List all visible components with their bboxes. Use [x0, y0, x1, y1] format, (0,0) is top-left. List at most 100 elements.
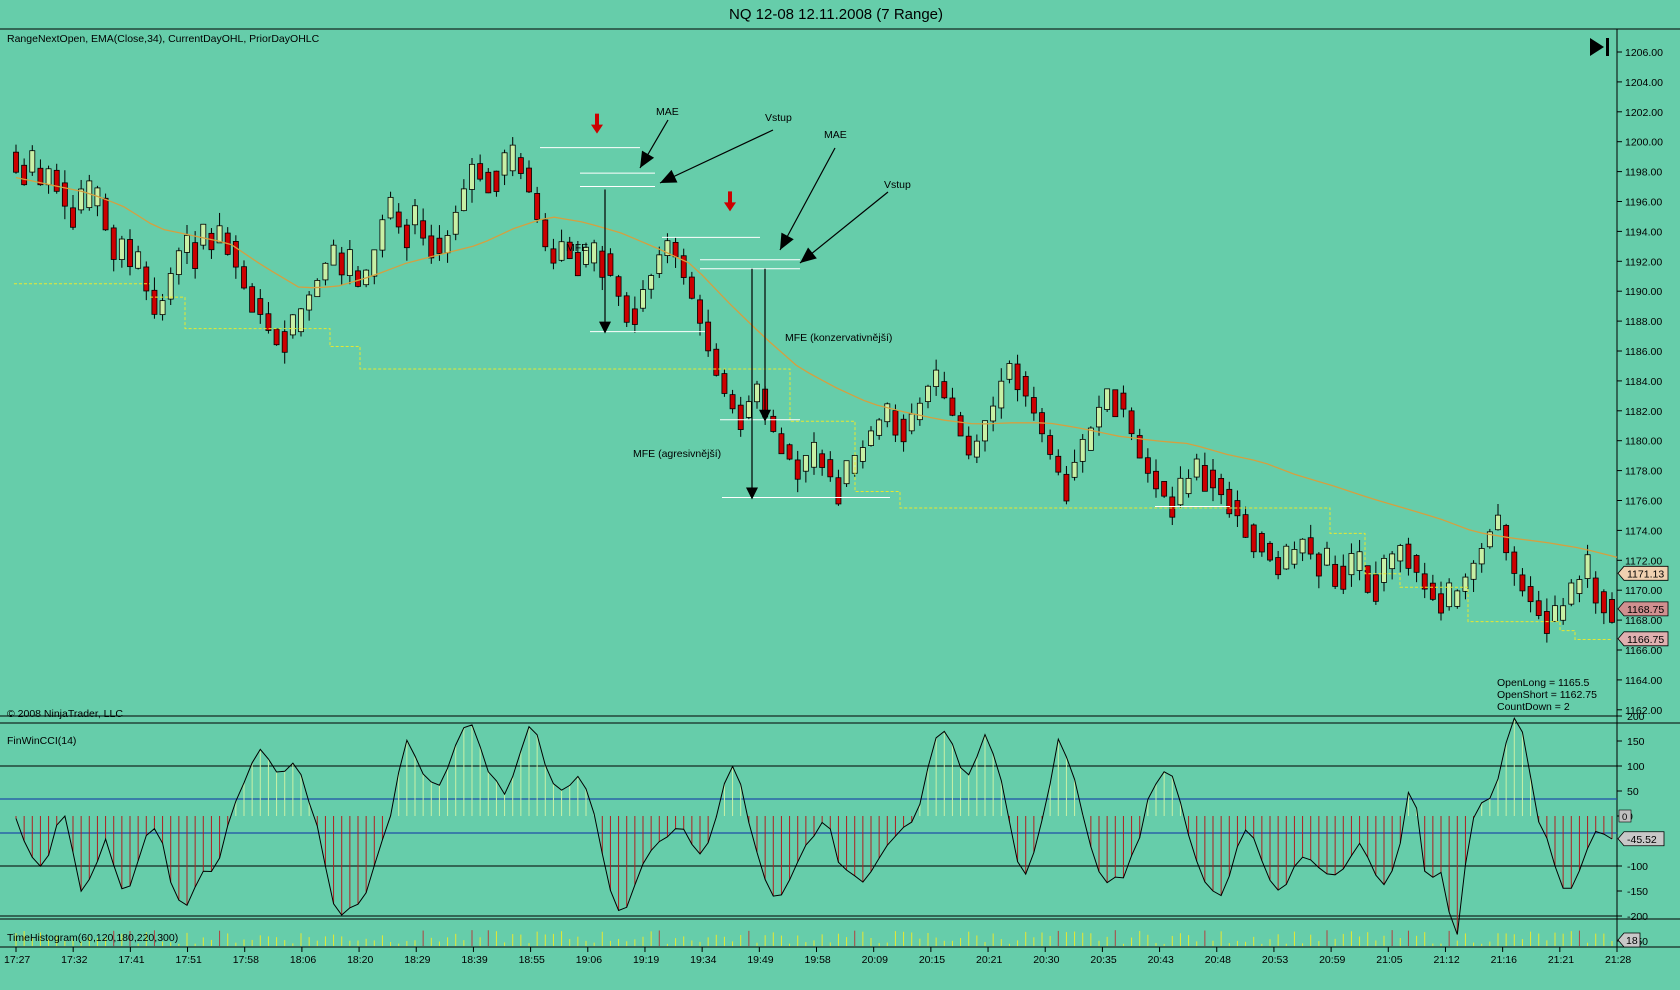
- candle-body: [631, 308, 638, 325]
- time-tick-label: 19:19: [633, 954, 659, 966]
- price-tick-label: 1192.00: [1625, 256, 1662, 268]
- candle-body: [118, 238, 125, 261]
- candle-body: [526, 167, 532, 193]
- price-tick-label: 1198.00: [1625, 167, 1662, 179]
- time-tick-label: 19:06: [576, 954, 602, 966]
- time-tick-label: 18:55: [519, 954, 545, 966]
- candle-body: [1315, 553, 1322, 577]
- candle-body: [151, 289, 158, 315]
- candle-body: [534, 193, 541, 220]
- candle-body: [1348, 553, 1355, 576]
- candle-body: [53, 169, 60, 192]
- candle-body: [957, 415, 964, 437]
- candle-body: [21, 164, 28, 186]
- cci-zero-marker: [1618, 809, 1632, 823]
- candle-body: [1478, 548, 1485, 565]
- candle-body: [1169, 496, 1176, 518]
- candle-body: [338, 252, 345, 276]
- candle-body: [1185, 477, 1192, 495]
- candle-body: [640, 289, 646, 309]
- candle-body: [306, 294, 313, 311]
- candle-body: [778, 433, 785, 455]
- price-tick-label: 1206.00: [1625, 47, 1663, 59]
- annotation-label: MAE: [656, 106, 679, 118]
- cci-value-label: -45.52: [1627, 834, 1657, 846]
- candle-body: [208, 232, 215, 251]
- price-tick-label: 1204.00: [1625, 77, 1663, 89]
- time-tick-label: 19:34: [690, 954, 716, 966]
- price-tick-label: 1182.00: [1625, 406, 1662, 418]
- candle-body: [566, 241, 573, 260]
- candle-body: [1087, 427, 1094, 451]
- price-tick-label: 1200.00: [1625, 137, 1663, 149]
- price-tick-label: 1168.00: [1625, 615, 1662, 627]
- candle-body: [1307, 537, 1314, 555]
- candle-body: [1226, 488, 1233, 515]
- candle-body: [1592, 577, 1599, 604]
- candle-body: [355, 270, 361, 287]
- candle-body: [1413, 555, 1420, 573]
- candle-body: [1079, 438, 1086, 462]
- candle-body: [200, 223, 207, 246]
- candle-body: [1438, 593, 1444, 614]
- time-tick-label: 20:48: [1205, 954, 1231, 966]
- candle-body: [998, 380, 1005, 409]
- candle-body: [542, 219, 549, 248]
- time-tick-label: 20:53: [1262, 954, 1288, 966]
- mfe-arrow-head: [599, 321, 611, 334]
- candle-body: [1242, 514, 1249, 538]
- candle-body: [1389, 553, 1396, 570]
- price-tick-label: 1178.00: [1625, 466, 1662, 478]
- candle-body: [501, 152, 508, 176]
- time-tick-label: 19:58: [805, 954, 831, 966]
- candle-body: [1071, 461, 1078, 478]
- cci-label: FinWinCCI(14): [7, 735, 76, 747]
- candle-body: [1364, 565, 1371, 593]
- callout-arrow-line: [799, 191, 889, 264]
- mfe-arrow-head: [746, 487, 758, 500]
- time-tick-label: 21:28: [1605, 954, 1631, 966]
- time-tick-label: 17:51: [176, 954, 202, 966]
- time-tick-label: 20:43: [1148, 954, 1174, 966]
- candle-body: [452, 211, 459, 235]
- candle-body: [558, 241, 565, 261]
- callout-arrow-head: [800, 247, 817, 263]
- candle-body: [1429, 582, 1436, 600]
- candle-body: [412, 205, 418, 226]
- candle-body: [1486, 531, 1493, 548]
- candle-body: [143, 266, 150, 292]
- candle-body: [1397, 545, 1404, 562]
- candle-body: [721, 373, 728, 394]
- price-tick-label: 1164.00: [1625, 675, 1662, 687]
- candle-body: [1552, 605, 1558, 622]
- callout-arrow-head: [640, 150, 655, 168]
- candle-body: [469, 163, 475, 190]
- candle-body: [175, 250, 182, 275]
- candle-body: [1258, 533, 1265, 553]
- candle-body: [1096, 406, 1102, 428]
- time-tick-label: 17:27: [4, 954, 30, 966]
- candle-body: [1527, 586, 1534, 603]
- candle-body: [517, 157, 524, 174]
- candle-body: [127, 239, 133, 268]
- candle-body: [591, 242, 598, 264]
- candle-body: [770, 415, 777, 432]
- candle-body: [167, 273, 174, 300]
- annotations-group: MAE Vstup MAE Vstup MFE MFE (konzervativnější…: [540, 106, 1230, 507]
- skip-to-end-icon[interactable]: [1590, 38, 1609, 56]
- time-tick-label: 20:59: [1319, 954, 1345, 966]
- candle-body: [1006, 363, 1013, 380]
- candle-body: [949, 397, 956, 416]
- ema-line: [15, 176, 1618, 558]
- candle-body: [1446, 582, 1453, 608]
- candle-body: [982, 420, 988, 442]
- candle-body: [1267, 542, 1273, 561]
- time-tick-label: 20:21: [976, 954, 1002, 966]
- candle-body: [1609, 599, 1615, 623]
- candle-body: [13, 151, 19, 173]
- candle-body: [192, 242, 199, 269]
- candle-body: [70, 207, 76, 228]
- annotation-label: Vstup: [765, 112, 792, 124]
- candle-body: [1283, 545, 1290, 570]
- price-tag: [1617, 631, 1669, 647]
